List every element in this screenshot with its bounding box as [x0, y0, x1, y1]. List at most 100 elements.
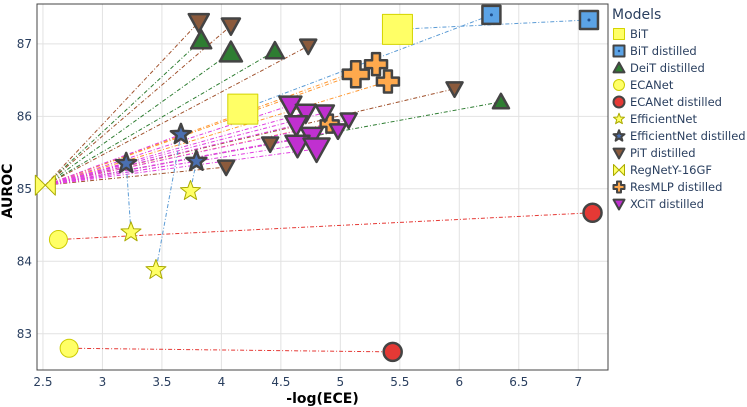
legend-item: BiT	[613, 27, 649, 41]
x-tick-label: 4.5	[271, 375, 290, 389]
series-deit-distilled	[189, 28, 511, 110]
legend-label: BiT distilled	[630, 44, 697, 58]
legend-marker	[612, 61, 626, 74]
series-efficientnet-distilled	[114, 122, 208, 174]
legend-title: Models	[612, 7, 661, 23]
legend-marker	[612, 95, 626, 109]
data-point	[445, 81, 464, 99]
series-bit-distilled	[481, 4, 600, 31]
connector-line	[45, 133, 182, 186]
connector-line	[45, 52, 232, 186]
data-point	[381, 13, 413, 45]
y-axis-title: AUROC	[0, 164, 16, 219]
data-point	[582, 202, 603, 223]
x-tick-label: 2.5	[33, 375, 52, 389]
series-regnety-16gf	[34, 174, 56, 196]
y-tick-labels: 83 84 85 86 87	[17, 37, 32, 341]
data-point	[260, 136, 280, 154]
data-point	[284, 134, 311, 159]
x-tick-label: 3.5	[152, 375, 171, 389]
x-tick-label: 6	[455, 375, 463, 389]
legend-marker	[612, 198, 626, 211]
legend-marker	[612, 129, 626, 142]
data-point	[48, 230, 68, 250]
data-markers	[34, 4, 603, 363]
data-point	[114, 151, 138, 174]
data-point	[34, 174, 56, 196]
connector-line	[45, 124, 297, 186]
x-tick-label: 6.5	[509, 375, 528, 389]
legend-label: ECANet	[630, 78, 674, 92]
series-efficientnet	[120, 179, 201, 279]
legend-marker	[613, 112, 625, 125]
x-tick-label: 5	[337, 375, 345, 389]
legend-marker	[612, 147, 626, 160]
y-tick-label: 87	[17, 37, 32, 51]
x-tick-label: 7	[574, 375, 582, 389]
data-point	[220, 17, 242, 36]
data-point	[187, 12, 211, 34]
data-point	[218, 40, 244, 63]
series-pit-distilled	[187, 12, 464, 177]
legend-label: EfficientNet	[630, 112, 697, 126]
legend-label: ResMLP distilled	[630, 180, 722, 194]
connector-line	[58, 212, 593, 241]
legend-item: ECANet distilled	[612, 95, 722, 109]
connector-line	[45, 50, 276, 186]
data-point	[284, 114, 309, 138]
legend-marker	[613, 79, 625, 91]
connector-line	[155, 134, 182, 271]
x-tick-label: 4	[218, 375, 226, 389]
data-point	[227, 93, 259, 125]
legend-item: EfficientNet distilled	[612, 129, 746, 143]
data-point	[169, 122, 193, 145]
legend-item: PiT distilled	[612, 146, 696, 160]
data-point	[302, 137, 331, 164]
x-axis-title: -log(ECE)	[286, 391, 358, 407]
y-tick-label: 86	[17, 109, 32, 123]
legend-item: RegNetY-16GF	[613, 163, 712, 177]
data-point	[328, 123, 348, 141]
connector-line	[45, 160, 197, 186]
legend-label: ECANet distilled	[630, 95, 722, 109]
legend-label: XCiT distilled	[630, 197, 704, 211]
legend-item: DeiT distilled	[612, 61, 705, 75]
connector-line	[45, 88, 455, 186]
connector-line	[45, 81, 389, 186]
connector-line	[45, 104, 291, 186]
data-point	[491, 92, 511, 110]
data-point	[341, 60, 371, 89]
data-point	[363, 51, 389, 77]
legend: Models BiT BiT distilled DeiT distilled ECA…	[612, 7, 746, 211]
legend-item: ResMLP distilled	[612, 180, 722, 194]
connector-line	[44, 21, 200, 186]
data-point	[145, 258, 167, 279]
data-point	[375, 69, 401, 94]
connector-line	[44, 39, 202, 186]
x-tick-label: 5.5	[390, 375, 409, 389]
y-tick-label: 83	[17, 327, 32, 341]
legend-item: ECANet	[613, 78, 674, 92]
legend-label: EfficientNet distilled	[630, 129, 746, 143]
legend-item: EfficientNet	[613, 112, 697, 126]
data-point-center	[489, 13, 493, 17]
series-bit	[227, 13, 413, 125]
data-point	[179, 179, 201, 200]
connector-line	[189, 161, 197, 192]
data-point-center	[587, 18, 591, 22]
connector-line	[45, 148, 317, 186]
legend-label: BiT	[630, 27, 649, 41]
legend-marker	[612, 180, 626, 194]
data-point	[185, 149, 208, 172]
legend-marker	[613, 164, 625, 176]
legend-marker-center	[617, 49, 621, 53]
connector-line	[125, 163, 132, 233]
data-point	[264, 40, 286, 60]
series-ecanet	[48, 230, 79, 358]
series-ecanet-distilled	[382, 202, 603, 363]
connector-line	[397, 19, 589, 30]
y-tick-label: 85	[17, 182, 32, 196]
legend-item: XCiT distilled	[612, 197, 704, 211]
data-point	[216, 159, 236, 177]
